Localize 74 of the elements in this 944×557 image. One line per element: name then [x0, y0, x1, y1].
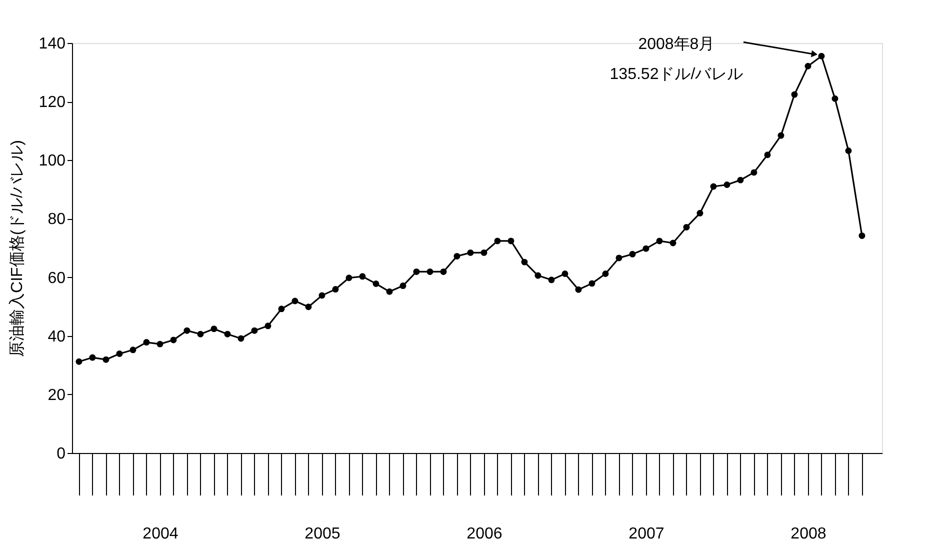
point	[858, 232, 866, 239]
y-tick-label: 100	[38, 152, 66, 170]
annotation: 2008年8月 135.52ドル/バレル	[610, 36, 744, 84]
point	[656, 238, 663, 244]
point	[251, 327, 258, 334]
point	[143, 339, 150, 346]
point	[804, 62, 812, 70]
point	[346, 274, 352, 282]
x-tick-label: 2007	[628, 526, 664, 542]
point	[575, 286, 582, 293]
point	[332, 286, 339, 293]
point	[670, 240, 676, 246]
point	[318, 292, 326, 299]
point	[791, 91, 798, 98]
x-tick-label: 2008	[790, 526, 826, 542]
point	[386, 288, 393, 295]
point	[170, 336, 177, 344]
point	[440, 268, 447, 275]
point	[750, 169, 758, 176]
point	[710, 183, 717, 190]
point	[683, 224, 690, 230]
point	[116, 350, 123, 357]
point	[724, 182, 730, 188]
point	[845, 148, 852, 154]
point	[130, 346, 136, 354]
point	[264, 322, 272, 330]
point	[534, 272, 542, 279]
point	[818, 52, 825, 60]
y-axis-title: 原油輸入CIF価格(ドル/バレル)	[8, 140, 26, 357]
point	[76, 358, 82, 365]
x-tick-label: 2004	[142, 526, 178, 542]
point	[508, 238, 514, 244]
x-tick-label: 2006	[466, 526, 502, 542]
x-tick-label: 2005	[304, 526, 340, 542]
point	[89, 354, 96, 361]
point	[521, 258, 528, 266]
point	[102, 356, 110, 363]
y-tick-label: 40	[48, 328, 66, 346]
point	[359, 273, 366, 280]
point	[454, 252, 460, 260]
y-tick-label: 60	[48, 270, 66, 287]
point	[562, 270, 568, 278]
point	[197, 330, 204, 338]
point	[642, 245, 650, 252]
point	[426, 268, 434, 275]
point	[764, 152, 771, 158]
point	[832, 95, 838, 102]
point	[737, 176, 744, 184]
y-tick-label: 120	[38, 94, 66, 112]
point	[467, 249, 474, 256]
point	[305, 304, 312, 310]
point	[278, 306, 285, 312]
point	[238, 335, 244, 342]
point	[372, 280, 380, 287]
point	[480, 249, 488, 256]
point	[548, 276, 555, 284]
point	[629, 250, 636, 258]
y-tick-label: 0	[56, 446, 66, 462]
point	[224, 330, 231, 338]
point	[413, 268, 420, 275]
point	[602, 270, 609, 278]
point	[696, 210, 704, 216]
point	[494, 238, 501, 244]
point	[292, 298, 298, 304]
point	[400, 282, 406, 290]
point	[616, 254, 622, 262]
point	[778, 132, 784, 139]
y-tick-label: 20	[48, 386, 66, 404]
point	[588, 280, 596, 287]
y-tick-label: 140	[38, 36, 66, 52]
y-tick-label: 80	[48, 211, 66, 228]
point	[210, 326, 218, 332]
point	[156, 340, 164, 348]
point	[184, 327, 190, 334]
